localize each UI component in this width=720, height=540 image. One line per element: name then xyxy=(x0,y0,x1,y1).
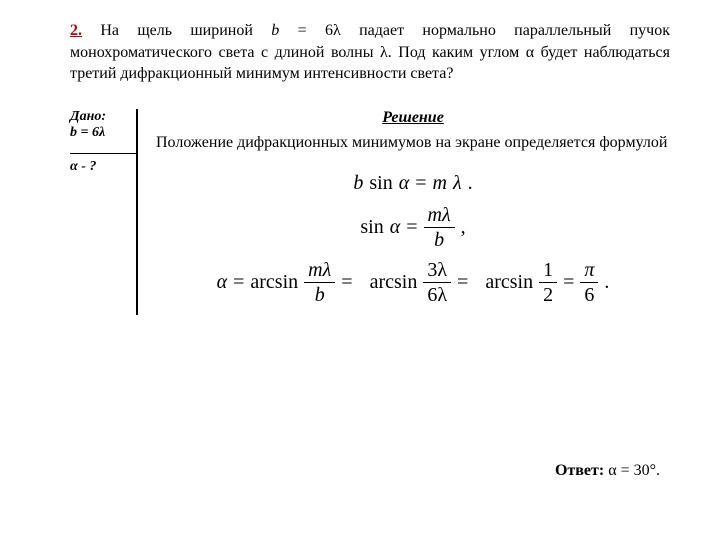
given-line2: α - ? xyxy=(70,159,126,175)
eq3-arcsin1: arcsin xyxy=(250,271,298,294)
eq2-den: b xyxy=(430,228,448,250)
eq3-frac4: π 6 xyxy=(580,260,598,305)
eq3-eq4: = xyxy=(563,271,574,294)
eq2-fraction: mλ b xyxy=(424,205,455,250)
solution-box: Решение Положение дифракционных минимумо… xyxy=(156,109,670,315)
eq3-f1-den: b xyxy=(311,283,329,305)
eq2-comma: , xyxy=(461,216,466,239)
eq3-eq3: = xyxy=(457,271,468,294)
eq3-f2-den: 6λ xyxy=(423,283,451,305)
eq1-lambda: λ xyxy=(453,172,462,195)
equation-2: sin α = mλ b , xyxy=(156,205,670,250)
eq3-dot: . xyxy=(604,271,609,294)
problem-number: 2. xyxy=(70,22,82,39)
given-title: Дано: xyxy=(70,109,126,125)
eq3-f3-den: 2 xyxy=(539,283,557,305)
eq3-eq1: = xyxy=(233,271,244,294)
solution-text: Положение дифракционных минимумов на экр… xyxy=(156,133,670,154)
eq2-eq: = xyxy=(406,216,417,239)
eq3-alpha: α xyxy=(217,271,228,294)
problem-statement: 2. На щель шириной b = 6λ падает нормаль… xyxy=(70,20,670,85)
eq2-num-m: m xyxy=(428,204,442,226)
eq2-sin: sin xyxy=(360,216,383,239)
given-divider xyxy=(70,153,136,154)
eq2-alpha: α xyxy=(390,216,401,239)
eq1-m: m xyxy=(433,172,447,195)
solution-title: Решение xyxy=(156,109,670,127)
eq3-f1-num-m: m xyxy=(308,259,322,281)
equation-1: b sin α = mλ. xyxy=(156,172,670,195)
eq1-alpha: α xyxy=(399,172,410,195)
eq1-sin: sin xyxy=(369,172,392,195)
eq3-frac3: 1 2 xyxy=(539,260,557,305)
eq3-arcsin3: arcsin xyxy=(485,271,533,294)
answer-label: Ответ: xyxy=(555,462,604,479)
eq3-eq2: = xyxy=(341,271,352,294)
answer: Ответ: α = 30°. xyxy=(555,462,660,480)
eq2-num-l: λ xyxy=(442,204,451,226)
eq3-f2-num: 3λ xyxy=(423,260,451,283)
eq3-frac2: 3λ 6λ xyxy=(423,260,451,305)
eq3-frac1: mλ b xyxy=(304,260,335,305)
eq3-arcsin2: arcsin xyxy=(370,271,418,294)
eq1-b: b xyxy=(353,172,363,195)
eq1-eq: = xyxy=(415,172,426,195)
given-box: Дано: b = 6λ α - ? xyxy=(70,109,138,315)
content-area: Дано: b = 6λ α - ? Решение Положение диф… xyxy=(70,109,670,315)
eq3-f4-num: π xyxy=(580,260,598,283)
eq1-dot: . xyxy=(468,172,473,195)
answer-value: α = 30°. xyxy=(604,462,660,479)
problem-text-1: На щель шириной xyxy=(82,22,271,39)
equations-block: b sin α = mλ. sin α = mλ b , α = arcsin xyxy=(156,172,670,305)
eq3-f1-num-l: λ xyxy=(323,259,332,281)
equation-3: α = arcsin mλ b = arcsin 3λ 6λ = arcsin xyxy=(156,260,670,305)
given-line1: b = 6λ xyxy=(70,125,126,141)
eq3-f4-den: 6 xyxy=(580,283,598,305)
eq3-f3-num: 1 xyxy=(539,260,557,283)
